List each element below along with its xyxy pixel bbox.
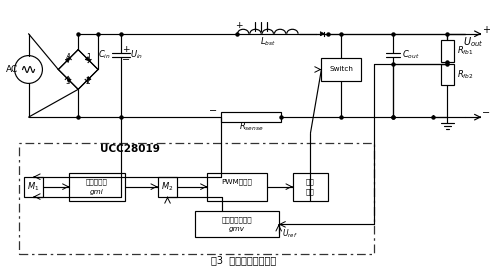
Text: $L_{bst}$: $L_{bst}$ [260,35,276,48]
Text: $C_{out}$: $C_{out}$ [402,48,419,61]
Bar [24,177,44,197]
Bar [441,40,454,61]
Text: 4: 4 [66,53,71,62]
Text: $R_{sense}$: $R_{sense}$ [239,121,263,133]
Polygon shape [67,78,71,82]
Text: 驱动: 驱动 [306,188,315,195]
Text: $U_{ref}$: $U_{ref}$ [282,227,297,240]
Text: $U_{out}$: $U_{out}$ [463,35,484,49]
Text: −: − [122,55,130,65]
Text: 3: 3 [66,77,71,86]
Text: 1: 1 [86,53,91,62]
Text: 栅极: 栅极 [306,178,315,185]
Text: 图3  简化的电路方框图: 图3 简化的电路方框图 [211,255,276,265]
Bar [207,173,267,201]
Text: 电流放大器: 电流放大器 [86,178,108,185]
Text: AC: AC [5,65,18,74]
Polygon shape [65,58,70,63]
Text: +: + [235,21,243,30]
Text: $M_2$: $M_2$ [161,180,174,193]
Text: gmi: gmi [90,189,104,195]
Bar [19,143,374,254]
Bar [221,112,281,122]
Text: $R_{fb1}$: $R_{fb1}$ [457,44,474,57]
Polygon shape [85,57,90,61]
Text: $R_{fb2}$: $R_{fb2}$ [457,68,474,81]
Text: $C_{in}$: $C_{in}$ [98,48,110,61]
Text: 电压误差放大器: 电压误差放大器 [221,216,252,223]
Text: Switch: Switch [329,66,353,73]
Text: +: + [482,25,490,35]
Text: $M_1$: $M_1$ [27,180,40,193]
Text: gmv: gmv [229,226,245,232]
Text: −: − [209,106,217,116]
Text: $U_{in}$: $U_{in}$ [130,48,143,61]
Text: PWM比较器: PWM比较器 [221,178,252,185]
Text: +: + [122,45,129,54]
Bar [196,211,279,237]
Text: UCC28019: UCC28019 [100,144,160,154]
Text: 2: 2 [86,77,91,86]
Bar [158,177,177,197]
Polygon shape [87,76,91,81]
Polygon shape [320,32,324,36]
Bar [321,57,361,81]
Bar [69,173,125,201]
Text: −: − [482,108,490,118]
Bar [441,64,454,85]
Bar [293,173,328,201]
